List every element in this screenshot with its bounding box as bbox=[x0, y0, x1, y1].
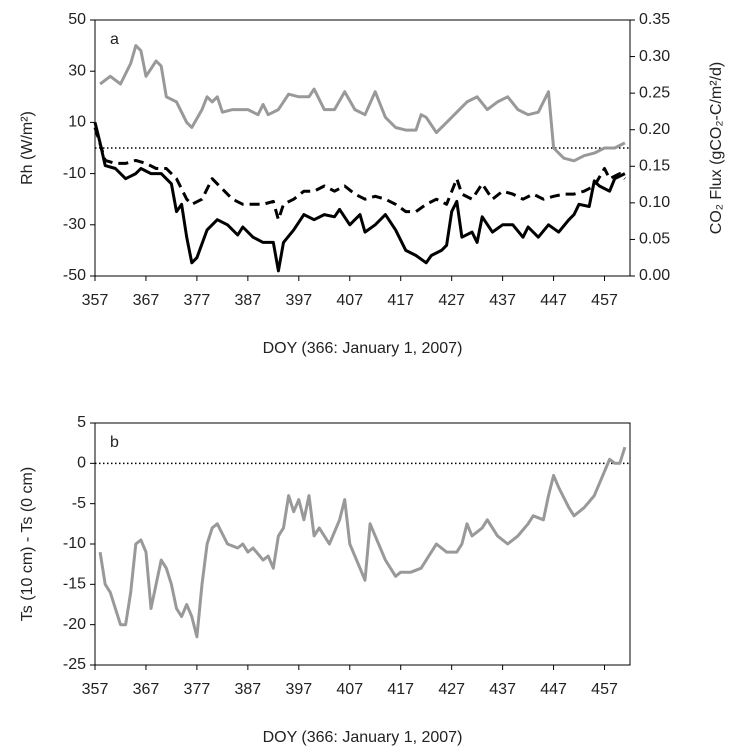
data-line bbox=[98, 446, 627, 639]
y-tick-label: -20 bbox=[63, 616, 86, 633]
x-tick-label: 437 bbox=[489, 292, 516, 309]
x-tick-label: 357 bbox=[82, 681, 109, 698]
y-tick-label: 5 bbox=[77, 414, 86, 431]
y-tick-label: -15 bbox=[63, 576, 86, 593]
x-tick-label: 387 bbox=[235, 681, 262, 698]
y2-tick-label: 0.20 bbox=[639, 121, 670, 138]
y-tick-label: -25 bbox=[63, 656, 86, 673]
panel-label: b bbox=[110, 434, 119, 451]
data-line bbox=[93, 127, 626, 222]
x-tick-label: 427 bbox=[438, 681, 465, 698]
data-line bbox=[99, 44, 626, 163]
x-tick-label: 367 bbox=[133, 292, 160, 309]
x-tick-label: 407 bbox=[336, 681, 363, 698]
x-tick-label: 457 bbox=[591, 681, 618, 698]
plot-frame bbox=[94, 422, 631, 666]
x-tick-label: 447 bbox=[540, 681, 567, 698]
y-tick-label: -10 bbox=[63, 535, 86, 552]
y2-tick-label: 0.25 bbox=[639, 84, 670, 101]
y-axis-label: Rh (W/m²) bbox=[19, 111, 36, 185]
x-tick-label: 427 bbox=[438, 292, 465, 309]
x-tick-label: 387 bbox=[235, 292, 262, 309]
x-axis-label: DOY (366: January 1, 2007) bbox=[263, 340, 463, 357]
y-tick-label: 30 bbox=[68, 62, 86, 79]
x-tick-label: 377 bbox=[184, 292, 211, 309]
y2-tick-label: 0.35 bbox=[639, 11, 670, 28]
x-tick-label: 397 bbox=[285, 681, 312, 698]
y2-tick-label: 0.05 bbox=[639, 231, 670, 248]
x-tick-label: 397 bbox=[285, 292, 312, 309]
y-tick-label: -5 bbox=[72, 495, 86, 512]
y-tick-label: 50 bbox=[68, 11, 86, 28]
y-tick-label: 10 bbox=[68, 114, 86, 131]
y-tick-label: -50 bbox=[63, 267, 86, 284]
x-tick-label: 417 bbox=[387, 681, 414, 698]
x-tick-label: 357 bbox=[82, 292, 109, 309]
y2-tick-label: 0.30 bbox=[639, 48, 670, 65]
y2-axis-label: CO₂ Flux (gCO₂-C/m²/d) bbox=[708, 62, 725, 234]
x-axis-label: DOY (366: January 1, 2007) bbox=[263, 729, 463, 746]
y-axis-label: Ts (10 cm) - Ts (0 cm) bbox=[19, 467, 36, 621]
x-tick-label: 457 bbox=[591, 292, 618, 309]
x-tick-label: 447 bbox=[540, 292, 567, 309]
y2-tick-label: 0.10 bbox=[639, 194, 670, 211]
y-tick-label: -30 bbox=[63, 216, 86, 233]
panel-label: a bbox=[110, 31, 119, 48]
x-tick-label: 417 bbox=[387, 292, 414, 309]
y2-tick-label: 0.15 bbox=[639, 158, 670, 175]
x-tick-label: 407 bbox=[336, 292, 363, 309]
x-tick-label: 377 bbox=[184, 681, 211, 698]
y-tick-label: 0 bbox=[77, 455, 86, 472]
y2-tick-label: 0.00 bbox=[639, 267, 670, 284]
data-line bbox=[93, 122, 626, 273]
y-tick-label: -10 bbox=[63, 165, 86, 182]
x-tick-label: 367 bbox=[133, 681, 160, 698]
x-tick-label: 437 bbox=[489, 681, 516, 698]
